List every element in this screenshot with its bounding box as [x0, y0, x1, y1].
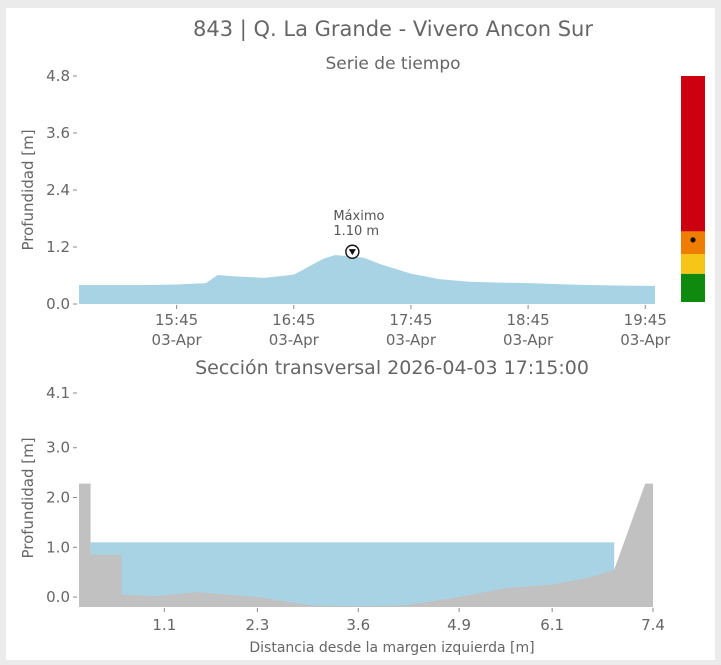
time-series-title: Serie de tiempo: [325, 54, 460, 74]
y-tick-label: 1.2: [46, 238, 70, 256]
terrain-area: [79, 483, 653, 607]
x-tick-label: 3.6: [346, 616, 370, 634]
x-tick-label: 2.3: [245, 616, 269, 634]
time-series-x-axis: 15:45 03-Apr 16:45 03-Apr 17:45 03-Apr 18:45 03…: [152, 305, 671, 349]
y-tick-label: 1.0: [46, 538, 70, 556]
max-annotation-value: 1.10 m: [333, 224, 379, 239]
y-tick-label: 0.0: [46, 588, 70, 606]
x-tick-label: 4.9: [447, 616, 471, 634]
y-tick-label: 4.8: [46, 67, 70, 85]
time-series-panel: Serie de tiempo Profundidad [m] 0.0 1.2 2.…: [19, 54, 671, 349]
water-depth-area: [79, 255, 655, 304]
alert-level-segment: [681, 253, 705, 274]
cross-section-panel: Sección transversal 2026-04-03 17:15:00 …: [19, 357, 665, 656]
max-annotation-label: Máximo: [333, 209, 384, 224]
y-tick-label: 2.0: [46, 489, 70, 507]
x-tick-label-date: 03-Apr: [152, 331, 203, 349]
x-tick-label: 7.4: [641, 616, 665, 634]
cross-section-title: Sección transversal 2026-04-03 17:15:00: [195, 357, 589, 379]
cross-section-y-axis: 0.0 1.0 2.0 3.0 4.1: [46, 384, 77, 606]
x-tick-label-date: 03-Apr: [620, 331, 671, 349]
x-tick-label-time: 19:45: [624, 311, 667, 329]
time-series-ylabel: Profundidad [m]: [19, 129, 37, 250]
cross-section-xlabel: Distancia desde la margen izquierda [m]: [249, 640, 534, 656]
x-tick-label-date: 03-Apr: [269, 331, 320, 349]
x-tick-label-time: 17:45: [389, 311, 432, 329]
x-tick-label-date: 03-Apr: [386, 331, 437, 349]
time-series-plot-area: [79, 255, 655, 304]
y-tick-label: 4.1: [46, 384, 70, 402]
cross-section-ylabel: Profundidad [m]: [19, 437, 37, 558]
max-marker-triangle: [348, 249, 356, 256]
cross-section-x-axis: 1.1 2.3 3.6 4.9 6.1 7.4: [152, 608, 665, 634]
y-tick-label: 0.0: [46, 295, 70, 313]
x-tick-label-time: 15:45: [155, 311, 198, 329]
max-annotation: Máximo 1.10 m: [333, 209, 385, 259]
time-series-y-axis: 0.0 1.2 2.4 3.6 4.8: [46, 67, 77, 313]
x-tick-label-time: 16:45: [272, 311, 315, 329]
alert-level-bar: [681, 76, 705, 302]
alert-level-segment: [681, 76, 705, 232]
x-tick-label-time: 18:45: [506, 311, 549, 329]
figure-title: 843 | Q. La Grande - Vivero Ancon Sur: [193, 17, 593, 42]
y-tick-label: 3.0: [46, 439, 70, 457]
x-tick-label-date: 03-Apr: [503, 331, 554, 349]
current-level-marker: [690, 237, 696, 243]
y-tick-label: 2.4: [46, 181, 70, 199]
alert-level-segment: [681, 231, 705, 254]
cross-section-plot-area: [79, 483, 653, 607]
alert-level-segment: [681, 273, 705, 302]
x-tick-label: 6.1: [540, 616, 564, 634]
x-tick-label: 1.1: [152, 616, 176, 634]
y-tick-label: 3.6: [46, 124, 70, 142]
